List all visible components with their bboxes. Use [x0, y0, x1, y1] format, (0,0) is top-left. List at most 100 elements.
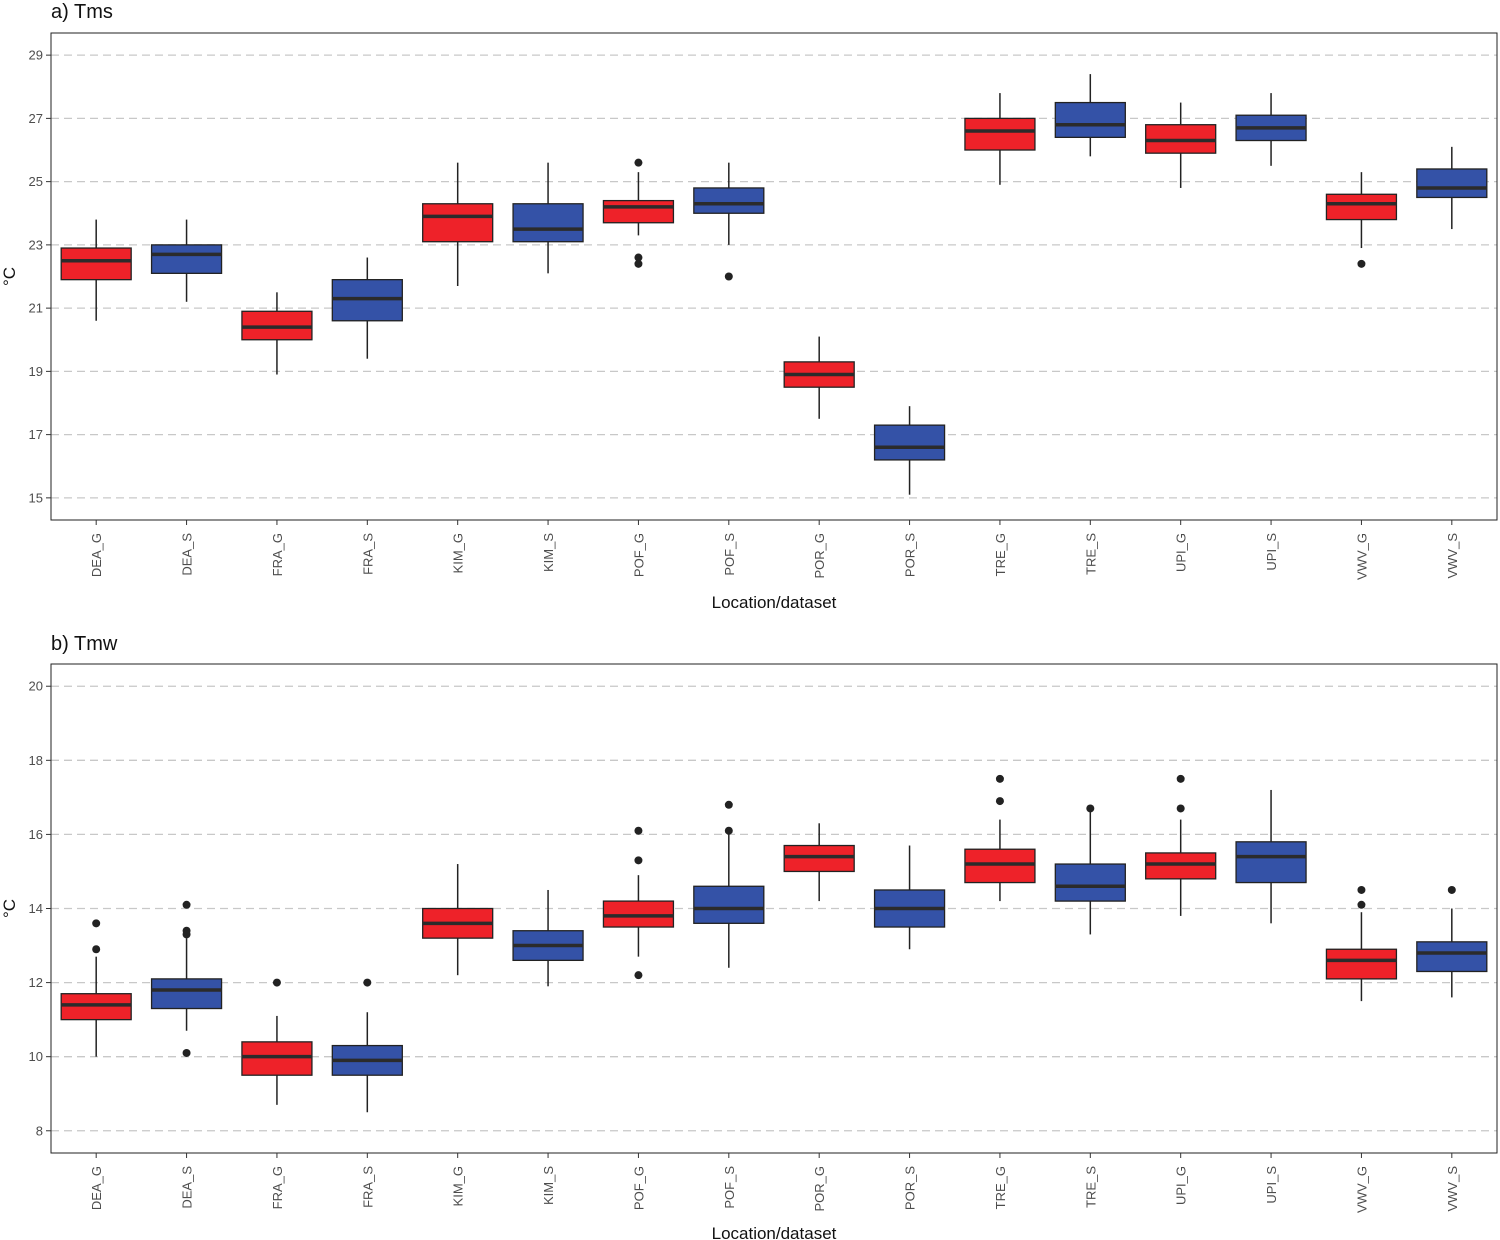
box-iqr — [1145, 852, 1217, 880]
box-upi-g — [1145, 102, 1217, 188]
box-iqr — [150, 244, 223, 274]
box-upi-s — [1235, 789, 1307, 924]
outlier-point — [182, 900, 191, 909]
outlier-point — [1357, 885, 1366, 894]
box-iqr — [1416, 168, 1488, 199]
outlier-point — [363, 978, 372, 987]
y-axis-title: °C — [0, 267, 19, 286]
y-tick-label: 20 — [29, 679, 43, 694]
y-tick-label: 15 — [29, 490, 43, 505]
outlier-point — [995, 774, 1004, 783]
y-axis-title: °C — [0, 899, 19, 918]
box-iqr — [1054, 101, 1126, 139]
box-kim-s — [512, 889, 584, 987]
box-iqr — [422, 203, 494, 243]
y-tick-label: 14 — [29, 901, 43, 916]
x-tick-label: DEA_S — [180, 1166, 195, 1209]
y-tick-label: 12 — [29, 975, 43, 990]
box-tre-g — [964, 93, 1036, 185]
box-fra-g — [241, 978, 313, 1105]
y-tick-label: 10 — [29, 1049, 43, 1064]
box-por-g — [783, 823, 855, 902]
y-tick-label: 27 — [29, 111, 43, 126]
x-tick-label: FRA_S — [360, 533, 375, 575]
box-iqr — [964, 117, 1036, 151]
box-iqr — [1325, 193, 1398, 221]
outlier-point — [182, 930, 191, 939]
panel-b: 8 10 12 14 16 18 20 DEA_G DEA_S FRA_G FRA_S KIM_G KI… — [0, 633, 1498, 1240]
outlier-point — [634, 826, 643, 835]
box-iqr — [1054, 863, 1126, 902]
box-tre-g — [964, 774, 1036, 902]
box-kim-g — [422, 864, 494, 976]
box-vwv-g — [1325, 885, 1398, 1002]
x-tick-label: UPI_G — [1174, 533, 1189, 572]
box-pof-s — [693, 800, 765, 968]
box-iqr — [873, 424, 946, 461]
x-tick-label: TRE_S — [1083, 1166, 1098, 1208]
x-tick-label: UPI_S — [1264, 1166, 1279, 1204]
x-tick-label: VWV_G — [1354, 533, 1369, 580]
x-tick-label: FRA_S — [360, 1166, 375, 1208]
x-tick-label: POF_S — [722, 1166, 737, 1209]
x-tick-label: VWV_S — [1445, 533, 1460, 579]
x-tick-label: POF_S — [722, 533, 737, 576]
box-iqr — [602, 900, 675, 928]
y-tick-label: 16 — [29, 827, 43, 842]
outlier-point — [1176, 804, 1185, 813]
x-tick-label: DEA_G — [89, 1166, 104, 1210]
plot-border — [50, 32, 1498, 521]
box-vwv-g — [1325, 172, 1398, 268]
outlier-point — [634, 253, 643, 262]
box-iqr — [693, 885, 765, 924]
x-tick-label: FRA_G — [270, 1166, 285, 1209]
y-tick-label: 19 — [29, 364, 43, 379]
y-tick-label: 21 — [29, 301, 43, 316]
outlier-point — [92, 919, 101, 928]
box-dea-s — [150, 900, 223, 1057]
box-iqr — [150, 978, 223, 1010]
outlier-point — [1357, 900, 1366, 909]
x-axis-title: Location/dataset — [712, 1224, 837, 1240]
y-tick-label: 25 — [29, 174, 43, 189]
box-iqr — [1325, 948, 1398, 980]
outlier-point — [272, 978, 281, 987]
x-tick-label: KIM_S — [541, 533, 556, 572]
box-kim-g — [422, 162, 494, 286]
box-dea-s — [150, 219, 223, 302]
box-por-s — [873, 406, 946, 495]
outlier-point — [1447, 885, 1456, 894]
x-tick-label: KIM_G — [451, 1166, 466, 1206]
x-tick-label: KIM_S — [541, 1166, 556, 1205]
x-tick-label: FRA_G — [270, 533, 285, 576]
box-dea-g — [60, 219, 132, 321]
x-tick-label: TRE_S — [1083, 533, 1098, 575]
box-vwv-s — [1416, 885, 1488, 998]
panel-title: a) Tms — [51, 1, 113, 23]
box-iqr — [964, 848, 1036, 884]
box-iqr — [1235, 841, 1307, 884]
outlier-point — [1357, 259, 1366, 268]
y-tick-label: 17 — [29, 427, 43, 442]
box-iqr — [60, 247, 132, 281]
x-tick-label: UPI_S — [1264, 533, 1279, 571]
outlier-point — [724, 826, 733, 835]
y-tick-label: 23 — [29, 237, 43, 252]
outlier-point — [182, 1048, 191, 1057]
outlier-point — [1176, 774, 1185, 783]
y-tick-label: 29 — [29, 48, 43, 63]
x-tick-label: DEA_S — [180, 533, 195, 576]
x-tick-label: TRE_G — [993, 533, 1008, 576]
box-fra-s — [331, 978, 403, 1113]
x-tick-label: POF_G — [631, 533, 646, 577]
box-tre-s — [1054, 804, 1126, 935]
x-tick-label: POR_S — [903, 1166, 918, 1210]
x-tick-label: POR_G — [812, 533, 827, 579]
box-dea-g — [60, 919, 132, 1057]
box-iqr — [602, 199, 675, 224]
box-pof-g — [602, 826, 675, 980]
outlier-point — [724, 800, 733, 809]
y-tick-label: 8 — [36, 1123, 43, 1138]
